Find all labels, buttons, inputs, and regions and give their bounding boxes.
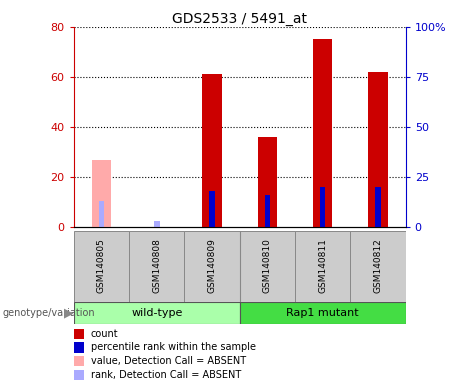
Text: value, Detection Call = ABSENT: value, Detection Call = ABSENT [91,356,246,366]
Bar [295,231,350,302]
Text: ▶: ▶ [64,307,73,320]
Bar [375,187,381,227]
Bar [240,302,406,324]
Bar [154,221,160,227]
Text: count: count [91,329,118,339]
Text: wild-type: wild-type [131,308,183,318]
Bar [202,74,222,227]
Text: Rap1 mutant: Rap1 mutant [286,308,359,318]
Text: GSM140808: GSM140808 [152,238,161,293]
Bar [240,231,295,302]
Bar [184,231,240,302]
Text: GSM140810: GSM140810 [263,238,272,293]
Bar [74,231,129,302]
Title: GDS2533 / 5491_at: GDS2533 / 5491_at [172,12,307,26]
Text: GSM140809: GSM140809 [207,238,217,293]
Text: genotype/variation: genotype/variation [2,308,95,318]
Bar [265,195,270,227]
Bar [320,187,325,227]
Bar [209,191,215,227]
Bar [368,72,388,227]
Text: GSM140812: GSM140812 [373,238,383,293]
Text: GSM140805: GSM140805 [97,238,106,293]
Bar [258,137,277,227]
Bar [99,201,104,227]
Text: rank, Detection Call = ABSENT: rank, Detection Call = ABSENT [91,370,241,380]
Text: GSM140811: GSM140811 [318,238,327,293]
Bar [350,231,406,302]
Bar [313,40,332,227]
Bar [92,160,111,227]
Text: percentile rank within the sample: percentile rank within the sample [91,343,256,353]
Bar [74,302,240,324]
Bar [129,231,184,302]
